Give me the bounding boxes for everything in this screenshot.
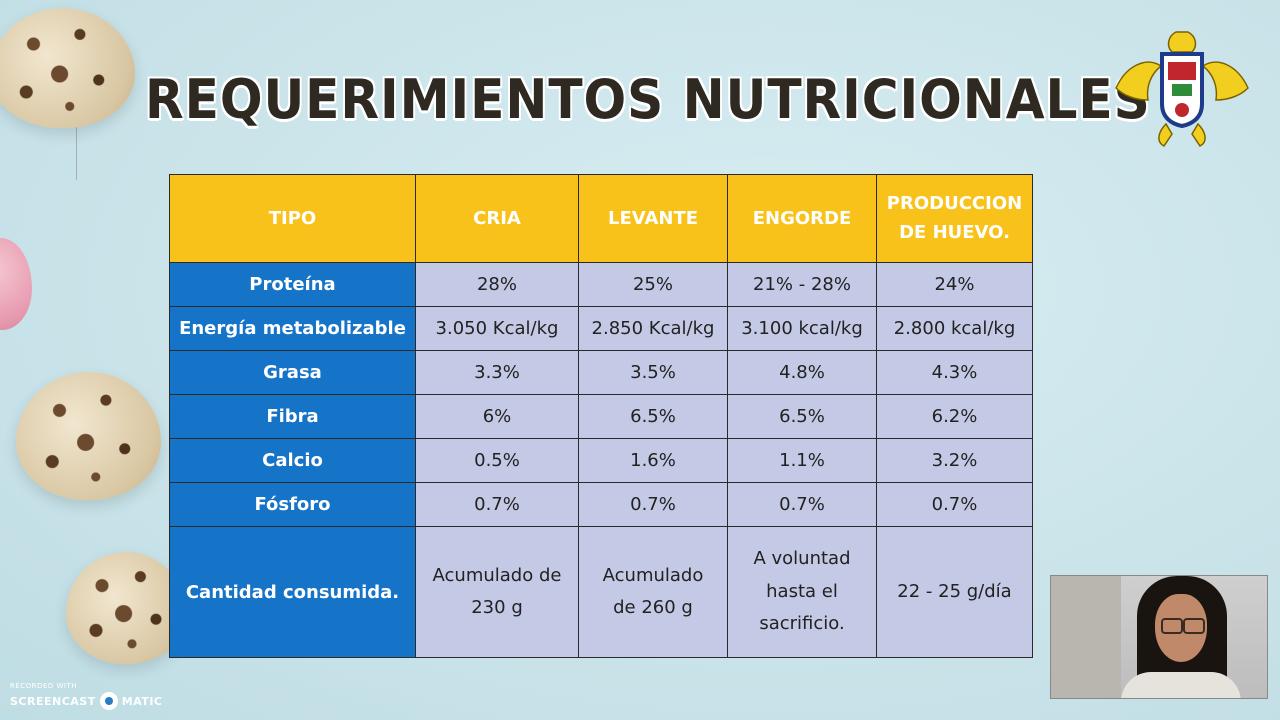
- screencastomatic-logo-icon: [99, 692, 118, 710]
- table-cell: 6.5%: [727, 394, 877, 439]
- row-label: Proteína: [169, 262, 416, 307]
- table-cell: 21% - 28%: [727, 262, 877, 307]
- row-label: Calcio: [169, 438, 416, 483]
- table-row: Grasa 3.3% 3.5% 4.8% 4.3%: [169, 350, 1033, 395]
- table-cell: 0.7%: [727, 482, 877, 527]
- table-cell: Acumulado de 260 g: [578, 526, 728, 658]
- table-cell: 6%: [415, 394, 579, 439]
- table-cell: 4.8%: [727, 350, 877, 395]
- nutrition-table: TIPO CRIA LEVANTE ENGORDE PRODUCCION DE …: [169, 174, 1033, 658]
- quail-egg-image: [66, 552, 186, 664]
- recorded-with-label: RECORDED WITH: [10, 682, 78, 690]
- row-label: Cantidad consumida.: [169, 526, 416, 658]
- row-label: Grasa: [169, 350, 416, 395]
- header-produccion: PRODUCCION DE HUEVO.: [876, 174, 1033, 263]
- table-row: Calcio 0.5% 1.6% 1.1% 3.2%: [169, 438, 1033, 483]
- quail-egg-image: [16, 372, 161, 500]
- table-cell: Acumulado de 230 g: [415, 526, 579, 658]
- table-cell: 3.3%: [415, 350, 579, 395]
- table-row: Energía metabolizable 3.050 Kcal/kg 2.85…: [169, 306, 1033, 351]
- glasses-icon: [1183, 618, 1205, 634]
- watermark-brand-left: SCREENCAST: [10, 694, 96, 708]
- table-cell: 3.2%: [876, 438, 1033, 483]
- table-cell: 3.100 kcal/kg: [727, 306, 877, 351]
- slide-title: REQUERIMIENTOS NUTRICIONALES: [145, 68, 1151, 131]
- table-cell: 28%: [415, 262, 579, 307]
- header-levante: LEVANTE: [578, 174, 728, 263]
- griffin-crest-icon: [1115, 31, 1249, 147]
- table-cell: 1.1%: [727, 438, 877, 483]
- table-cell: 2.800 kcal/kg: [876, 306, 1033, 351]
- table-cell: 0.7%: [876, 482, 1033, 527]
- table-cell: 0.5%: [415, 438, 579, 483]
- row-label: Energía metabolizable: [169, 306, 416, 351]
- table-cell: 3.5%: [578, 350, 728, 395]
- table-row: Proteína 28% 25% 21% - 28% 24%: [169, 262, 1033, 307]
- table-cell: 22 - 25 g/día: [876, 526, 1033, 658]
- presenter-webcam: [1050, 575, 1268, 699]
- row-label: Fósforo: [169, 482, 416, 527]
- webcam-background: [1051, 576, 1121, 698]
- table-cell: 6.5%: [578, 394, 728, 439]
- table-cell: 1.6%: [578, 438, 728, 483]
- table-cell: 24%: [876, 262, 1033, 307]
- watermark-brand-right: MATIC: [121, 694, 163, 708]
- table-cell: 25%: [578, 262, 728, 307]
- table-cell: 0.7%: [578, 482, 728, 527]
- header-cria: CRIA: [415, 174, 579, 263]
- table-cell: A voluntad hasta el sacrificio.: [727, 526, 877, 658]
- quail-egg-image: [0, 8, 135, 128]
- presenter-shirt: [1121, 672, 1241, 698]
- table-cell: 3.050 Kcal/kg: [415, 306, 579, 351]
- glasses-icon: [1161, 618, 1183, 634]
- table-cell: 2.850 Kcal/kg: [578, 306, 728, 351]
- table-row: Fósforo 0.7% 0.7% 0.7% 0.7%: [169, 482, 1033, 527]
- header-engorde: ENGORDE: [727, 174, 877, 263]
- table-row: Cantidad consumida. Acumulado de 230 g A…: [169, 526, 1033, 658]
- table-cell: 6.2%: [876, 394, 1033, 439]
- screencast-watermark: SCREENCAST MATIC: [10, 692, 163, 710]
- table-header-row: TIPO CRIA LEVANTE ENGORDE PRODUCCION DE …: [169, 174, 1033, 263]
- table-cell: 0.7%: [415, 482, 579, 527]
- table-row: Fibra 6% 6.5% 6.5% 6.2%: [169, 394, 1033, 439]
- table-cell: 4.3%: [876, 350, 1033, 395]
- header-tipo: TIPO: [169, 174, 416, 263]
- row-label: Fibra: [169, 394, 416, 439]
